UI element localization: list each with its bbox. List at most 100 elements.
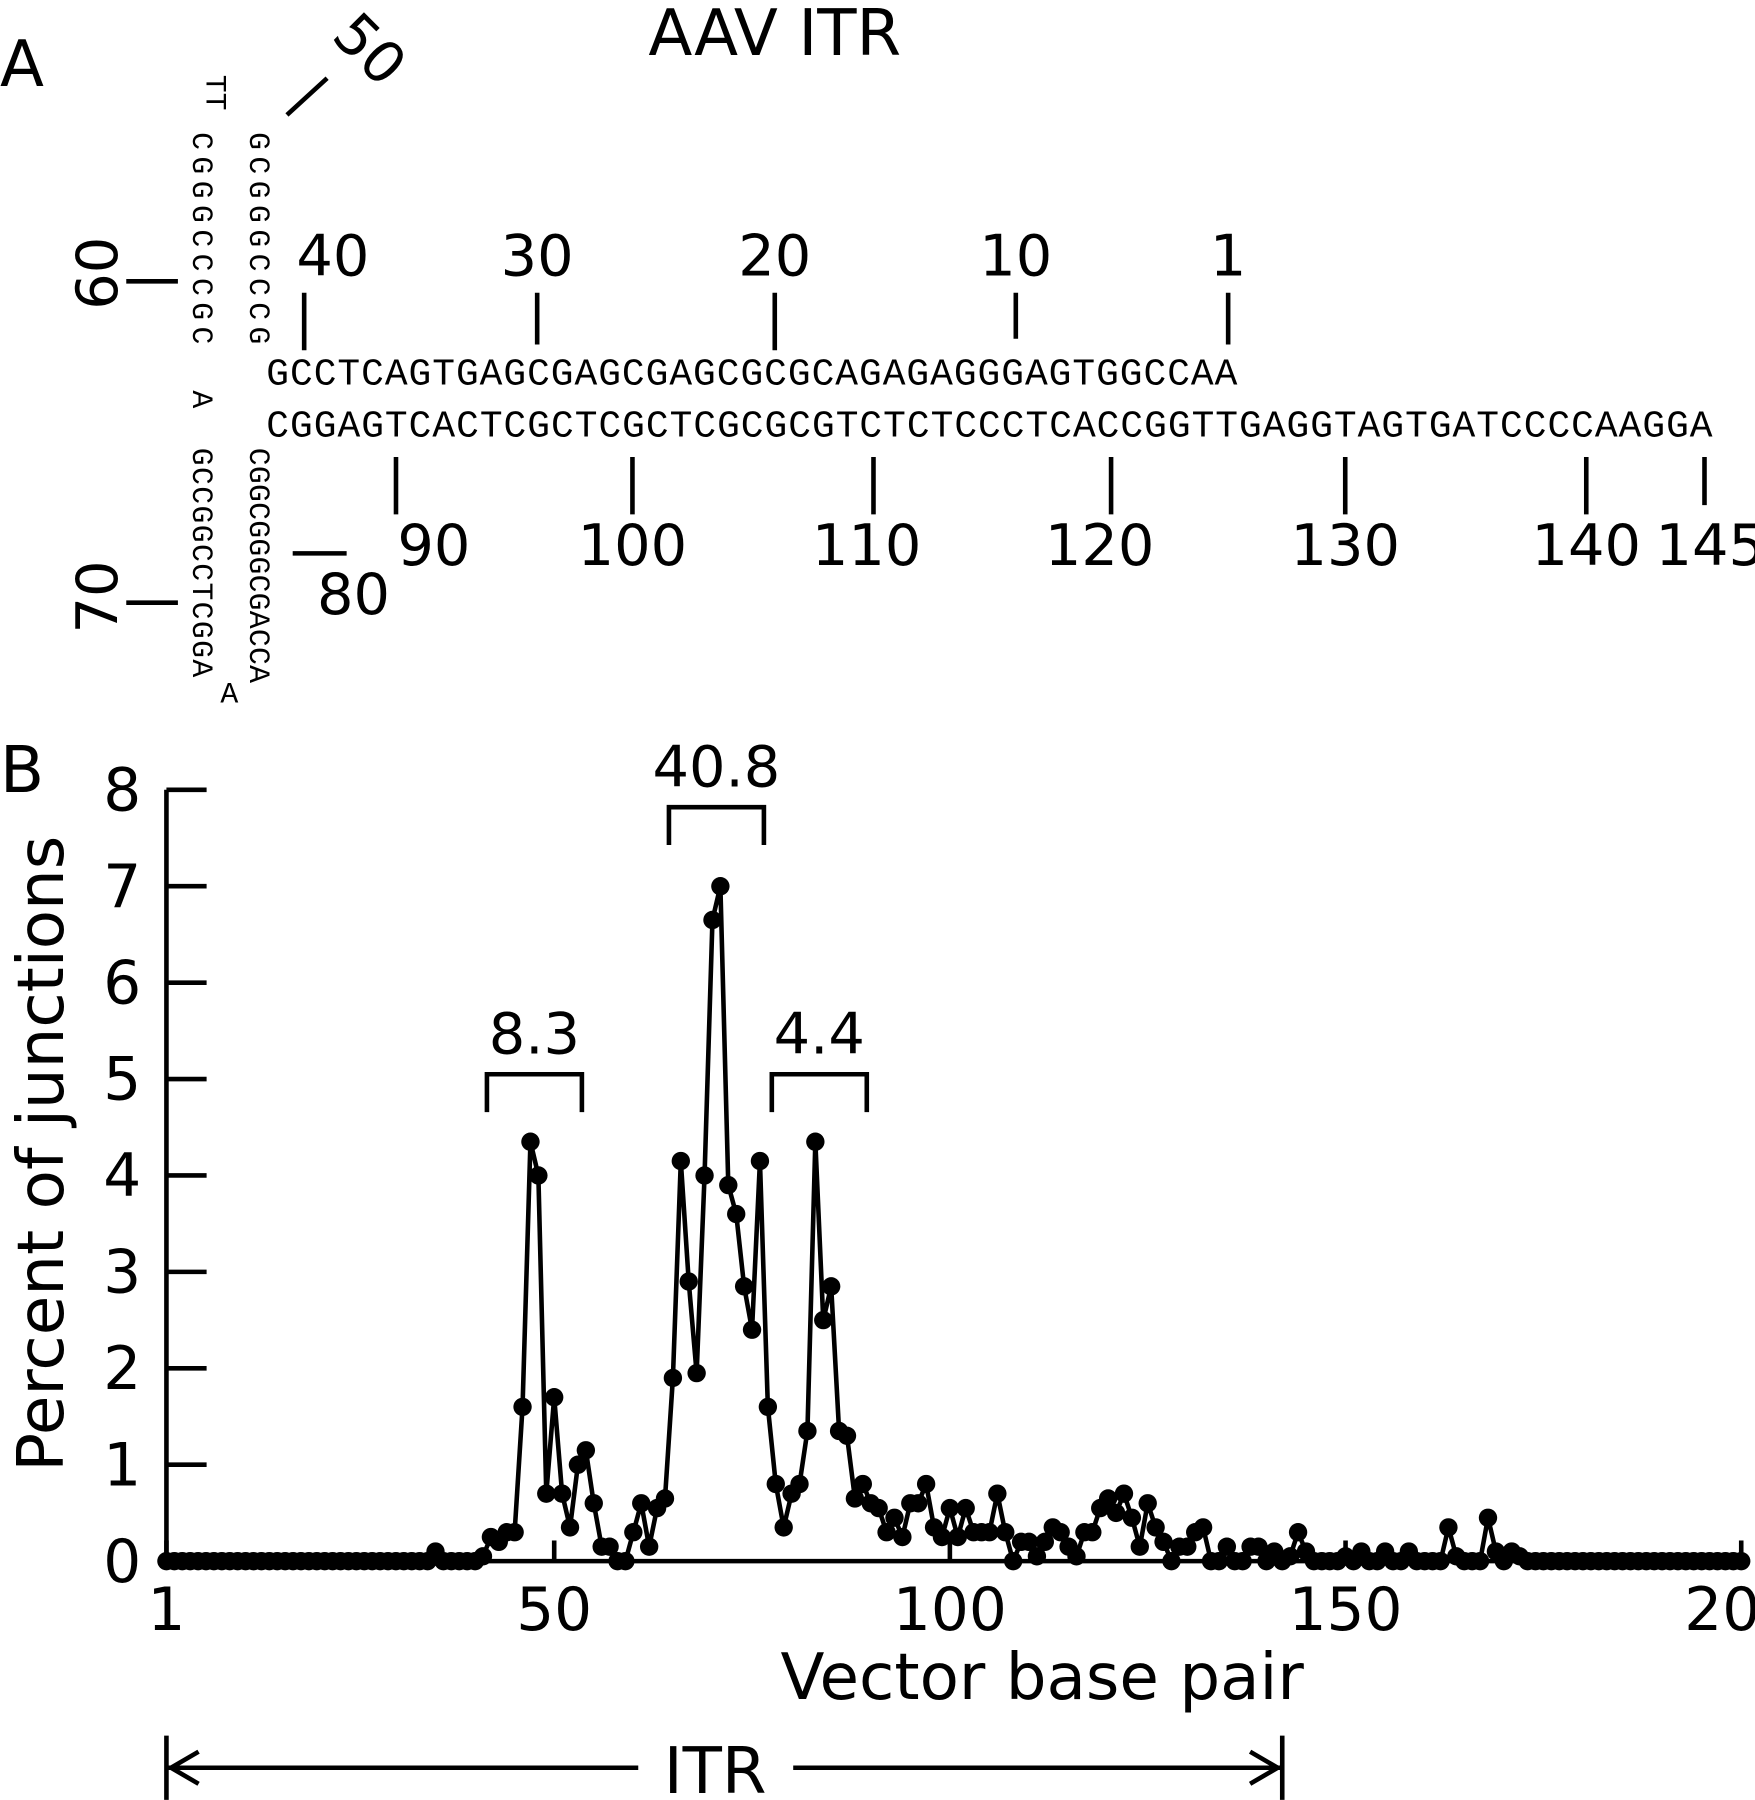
data-point: [1098, 1489, 1118, 1508]
hairpin-strand: CGGCGGGCGACCA: [241, 448, 275, 683]
bracket: [666, 804, 767, 846]
y-axis-title: Percent of junctions: [4, 836, 79, 1472]
bracket-label: 4.4: [774, 1001, 865, 1068]
data-point: [560, 1518, 580, 1537]
data-point: [529, 1166, 548, 1185]
y-tick-label: 0: [103, 1528, 141, 1597]
data-point: [853, 1474, 873, 1494]
data-point: [940, 1498, 960, 1518]
span-arrowhead: [1248, 1749, 1283, 1786]
y-tick-label: 8: [103, 756, 141, 825]
data-point: [988, 1484, 1007, 1503]
data-point: [505, 1523, 524, 1542]
hairpin-strand: GCGGGCCCG: [241, 132, 275, 344]
data-point: [845, 1489, 865, 1508]
position-label: 100: [578, 512, 688, 579]
data-point: [1478, 1508, 1498, 1527]
data-point: [766, 1474, 785, 1494]
data-point: [869, 1498, 888, 1518]
data-point: [1083, 1523, 1102, 1542]
data-point: [980, 1523, 999, 1542]
data-point: [671, 1151, 690, 1171]
data-point: [632, 1494, 651, 1513]
data-point: [1154, 1532, 1173, 1552]
data-point: [1470, 1551, 1490, 1571]
data-point: [1233, 1551, 1252, 1571]
data-point: [1439, 1518, 1458, 1537]
position-label: 40: [296, 223, 369, 290]
position-label: 110: [812, 512, 922, 579]
hairpin-strand: GCCGGCCTCGGA: [184, 448, 218, 678]
position-label: 130: [1290, 512, 1400, 579]
data-point: [1732, 1551, 1751, 1571]
data-point: [552, 1484, 572, 1503]
data-point: [1431, 1551, 1450, 1571]
y-tick-label: 3: [103, 1239, 141, 1308]
data-point: [893, 1527, 912, 1547]
data-point: [750, 1151, 770, 1171]
x-tick-label: 1: [147, 1576, 185, 1645]
data-point: [909, 1494, 928, 1513]
data-point: [1027, 1547, 1047, 1566]
data-point: [600, 1537, 619, 1556]
data-point: [774, 1518, 793, 1537]
data-point: [1146, 1518, 1165, 1537]
hairpin-loop: A: [220, 678, 238, 712]
data-point: [513, 1397, 532, 1417]
data-point: [996, 1523, 1015, 1542]
x-tick-label: 50: [516, 1576, 592, 1645]
panel-label: B: [0, 733, 44, 808]
data-point: [537, 1484, 556, 1503]
bracket: [484, 1071, 585, 1113]
data-point: [568, 1455, 588, 1474]
data-point: [727, 1204, 746, 1224]
data-point: [1035, 1532, 1055, 1552]
data-point: [1067, 1547, 1086, 1566]
tick: [285, 76, 329, 117]
data-point: [885, 1508, 904, 1527]
bottom-strand: CGGAGTCACTCGCTCGCTCGCGCGTCTCTCCCTCACCGGT…: [266, 405, 1713, 448]
x-tick-label: 100: [893, 1576, 1007, 1645]
data-point: [948, 1527, 967, 1547]
data-point: [742, 1320, 762, 1339]
data-point: [1106, 1503, 1126, 1523]
data-point: [616, 1551, 635, 1571]
data-point: [1051, 1523, 1070, 1542]
data-point: [734, 1277, 754, 1296]
bracket-label: 8.3: [489, 1001, 580, 1068]
position-label: 90: [397, 512, 470, 579]
data-point: [1019, 1532, 1039, 1552]
position-label: 50: [320, 0, 419, 99]
data-point: [837, 1426, 857, 1445]
panel-title: AAV ITR: [648, 0, 901, 71]
data-point: [798, 1421, 817, 1441]
data-point: [473, 1547, 493, 1566]
y-tick-label: 2: [103, 1335, 141, 1404]
position-label: 80: [317, 561, 390, 628]
position-label: 30: [501, 223, 574, 290]
x-tick-label: 150: [1289, 1576, 1403, 1645]
data-point: [1122, 1508, 1142, 1527]
data-point: [1280, 1547, 1300, 1566]
data-point: [687, 1363, 706, 1383]
x-tick-label: 200: [1684, 1576, 1755, 1645]
bracket-label: 40.8: [653, 734, 781, 801]
bracket: [769, 1071, 870, 1113]
y-tick-label: 6: [103, 949, 141, 1018]
y-tick-label: 5: [103, 1046, 141, 1115]
data-line: [166, 885, 1742, 1569]
data-point: [1003, 1551, 1023, 1571]
y-tick-label: 4: [103, 1142, 141, 1211]
position-label: 140: [1532, 512, 1642, 579]
data-point: [758, 1397, 778, 1417]
x-axis-title: Vector base pair: [781, 1640, 1305, 1715]
top-position-ticks: [126, 76, 1707, 606]
data-point: [1114, 1484, 1134, 1503]
position-label: 145: [1655, 512, 1755, 579]
data-point: [1130, 1537, 1149, 1556]
data-point: [711, 877, 730, 896]
data-point: [545, 1388, 564, 1407]
position-label: 60: [64, 237, 131, 310]
hairpin-strand: CGGGCCCGC: [184, 132, 218, 344]
